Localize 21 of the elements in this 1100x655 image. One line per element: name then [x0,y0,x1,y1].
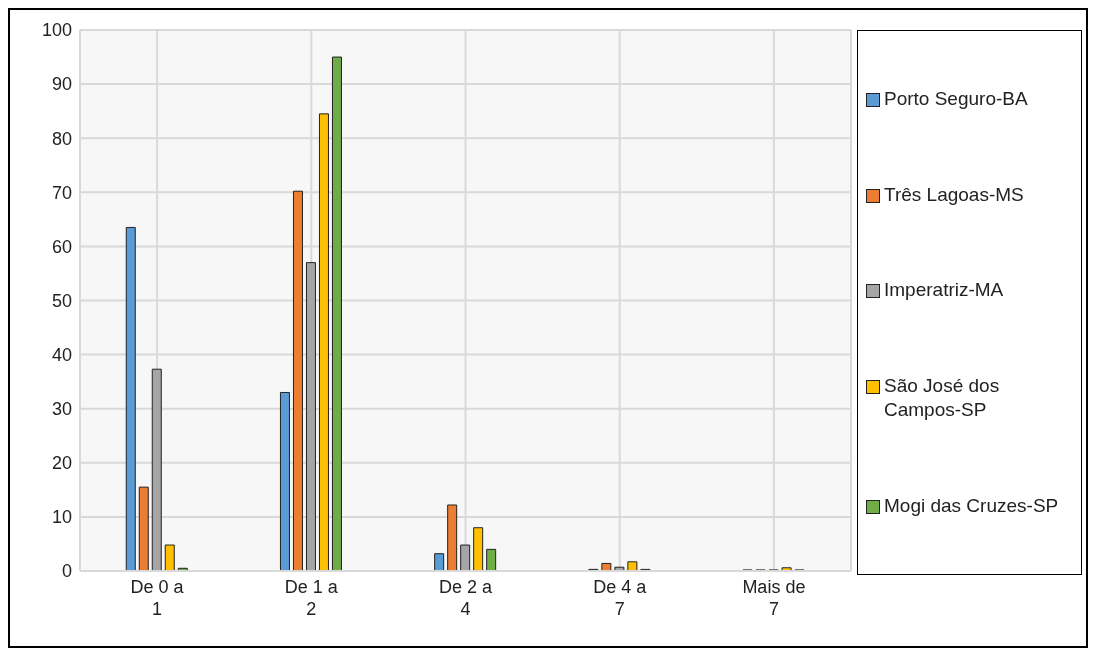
y-tick-label: 0 [61,561,72,582]
y-tick-label: 80 [51,128,72,149]
x-tick-label: Mais de 7 [742,577,806,619]
y-tick-label: 10 [51,507,72,528]
legend-label: Imperatriz-MA [884,278,1004,303]
x-tick-label: De 1 a 2 [284,577,339,619]
x-tick-label: De 0 a 1 [130,577,185,619]
y-tick-label: 30 [51,399,72,420]
y-tick-label: 50 [51,290,72,311]
x-tick-label: De 2 a 4 [438,577,493,619]
y-tick-label: 90 [51,74,72,95]
y-tick-label: 20 [51,453,72,474]
legend-label: Porto Seguro-BA [884,86,1028,111]
legend-label: Mogi das Cruzes-SP [884,494,1059,519]
y-tick-label: 70 [51,182,72,203]
y-tick-label: 40 [51,344,72,365]
legend-label: São José dos Campos-SP [884,374,1001,423]
x-tick-label: De 4 a 7 [593,577,648,619]
y-tick-label: 100 [41,20,72,41]
y-tick-label: 60 [51,236,72,257]
legend-label: Três Lagoas-MS [884,182,1024,207]
